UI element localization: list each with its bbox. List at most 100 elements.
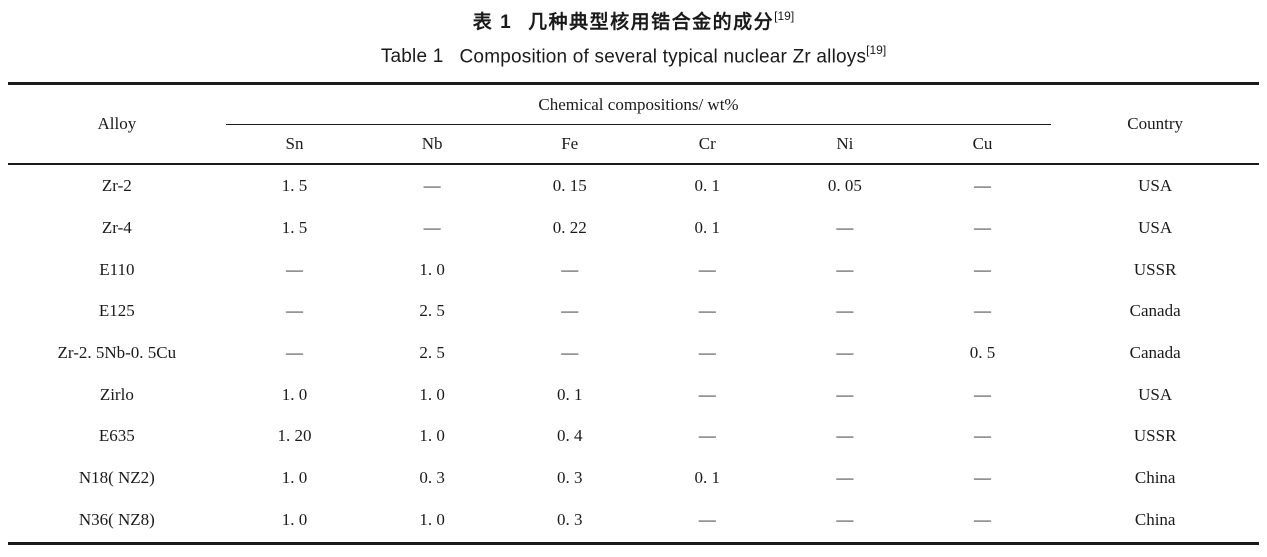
chemical-compositions-header: Chemical compositions/ wt% [225, 83, 1052, 125]
caption-en-label: Table 1 [380, 46, 444, 68]
caption-chinese: 表 1 几种典型核用锆合金的成分[19] [0, 7, 1267, 34]
alloy-cell: E110 [99, 259, 135, 279]
alloy-cell: Zr-2 [101, 175, 132, 195]
table-row: Zirlo 1. 0 1. 0 0. 1 — — — USA [8, 374, 1259, 416]
table-header: Alloy Chemical compositions/ wt% Country… [8, 83, 1259, 165]
value-cell-sn: 1. 0 [281, 384, 308, 404]
value-cell-cr: 0. 1 [694, 218, 721, 238]
header-group-row: Alloy Chemical compositions/ wt% Country [8, 83, 1259, 165]
element-header-nb: Nb [363, 124, 501, 165]
country-cell: USSR [1133, 426, 1177, 446]
value-cell-fe: 0. 4 [556, 426, 583, 446]
table-row: N36( NZ8) 1. 0 1. 0 0. 3 — — — China [8, 499, 1259, 544]
country-cell: USA [1138, 175, 1173, 195]
value-cell-cu: — [974, 259, 992, 279]
value-cell-cr: — [698, 342, 716, 362]
value-cell-nb: 0. 3 [419, 467, 445, 487]
value-cell-ni: — [836, 426, 854, 446]
value-cell-fe: 0. 3 [556, 467, 583, 487]
value-cell-cr: 0. 1 [694, 175, 721, 195]
value-cell-cu: — [974, 510, 992, 530]
composition-table: Alloy Chemical compositions/ wt% Country… [8, 82, 1259, 545]
value-cell-cr: — [698, 510, 716, 530]
alloy-cell: Zr-2. 5Nb-0. 5Cu [57, 342, 177, 362]
value-cell-cr: — [698, 259, 716, 279]
value-cell-ni: — [836, 467, 854, 487]
alloy-cell: Zirlo [99, 384, 134, 404]
value-cell-nb: 2. 5 [419, 342, 445, 362]
value-cell-nb: 1. 0 [419, 384, 445, 404]
alloy-cell: E635 [98, 426, 135, 446]
value-cell-fe: 0. 15 [552, 175, 587, 195]
value-cell-cu: — [974, 175, 992, 195]
value-cell-sn: — [285, 301, 303, 321]
table-row: Zr-2 1. 5 — 0. 15 0. 1 0. 05 — USA [8, 164, 1259, 208]
alloy-cell: N36( NZ8) [78, 510, 155, 530]
value-cell-cu: — [974, 218, 992, 238]
table-row: E635 1. 20 1. 0 0. 4 — — — USSR [8, 415, 1259, 457]
alloy-cell: E125 [98, 301, 135, 321]
table-row: N18( NZ2) 1. 0 0. 3 0. 3 0. 1 — — China [8, 457, 1259, 499]
table-row: Zr-4 1. 5 — 0. 22 0. 1 — — USA [8, 207, 1259, 249]
value-cell-cu: — [974, 467, 992, 487]
caption-zh-text: 几种典型核用锆合金的成分 [528, 12, 775, 33]
country-cell: China [1134, 510, 1176, 530]
element-header-ni: Ni [776, 124, 914, 165]
caption-english: Table 1 Composition of several typical nu… [0, 43, 1267, 68]
value-cell-sn: 1. 5 [281, 218, 308, 238]
value-cell-fe: 0. 3 [556, 510, 583, 530]
country-cell: USA [1138, 218, 1173, 238]
value-cell-fe: 0. 22 [552, 218, 587, 238]
value-cell-cu: — [974, 301, 992, 321]
value-cell-cr: 0. 1 [694, 467, 721, 487]
value-cell-ni: — [836, 259, 854, 279]
element-header-cu: Cu [913, 124, 1052, 165]
caption-zh-reference: [19] [774, 8, 795, 23]
element-header-cr: Cr [638, 124, 777, 165]
value-cell-fe: — [561, 301, 579, 321]
country-cell: Canada [1129, 301, 1181, 321]
country-column-header: Country [1051, 83, 1259, 165]
caption-en-reference: [19] [866, 43, 887, 57]
element-header-sn: Sn [225, 124, 364, 165]
value-cell-ni: — [836, 510, 854, 530]
value-cell-nb: 1. 0 [419, 426, 445, 446]
table-row: Zr-2. 5Nb-0. 5Cu — 2. 5 — — — 0. 5 Canad… [8, 332, 1259, 374]
country-cell: China [1134, 467, 1176, 487]
value-cell-sn: 1. 5 [281, 175, 308, 195]
value-cell-ni: — [836, 218, 854, 238]
alloy-column-header: Alloy [8, 83, 226, 165]
value-cell-cr: — [698, 426, 716, 446]
value-cell-ni: — [836, 301, 854, 321]
value-cell-sn: 1. 0 [281, 510, 308, 530]
table-body: Zr-2 1. 5 — 0. 15 0. 1 0. 05 — USA Zr-4 … [8, 164, 1259, 544]
header-element-row: Sn Nb Fe Cr Ni Cu [8, 124, 1259, 165]
table-row: E125 — 2. 5 — — — — Canada [8, 291, 1259, 333]
country-cell: USSR [1133, 259, 1177, 279]
country-cell: Canada [1129, 342, 1181, 362]
value-cell-sn: — [285, 259, 303, 279]
value-cell-cr: — [698, 384, 716, 404]
value-cell-ni: 0. 05 [827, 175, 862, 195]
value-cell-cr: — [698, 301, 716, 321]
value-cell-nb: 1. 0 [419, 510, 445, 530]
value-cell-cu: — [974, 426, 992, 446]
value-cell-sn: 1. 20 [277, 426, 312, 446]
caption-en-text: Composition of several typical nuclear Z… [459, 46, 867, 68]
value-cell-sn: 1. 0 [281, 467, 308, 487]
table-row: E110 — 1. 0 — — — — USSR [8, 249, 1259, 291]
value-cell-nb: — [423, 218, 441, 238]
country-cell: USA [1138, 384, 1173, 404]
value-cell-nb: — [423, 175, 441, 195]
caption-zh-label: 表 1 [472, 12, 513, 33]
value-cell-cu: — [974, 384, 992, 404]
value-cell-nb: 1. 0 [419, 259, 445, 279]
value-cell-sn: — [285, 342, 303, 362]
element-header-fe: Fe [500, 124, 639, 165]
value-cell-ni: — [836, 342, 854, 362]
value-cell-fe: — [561, 342, 579, 362]
value-cell-cu: 0. 5 [969, 342, 996, 362]
value-cell-nb: 2. 5 [419, 301, 445, 321]
alloy-cell: N18( NZ2) [78, 467, 155, 487]
